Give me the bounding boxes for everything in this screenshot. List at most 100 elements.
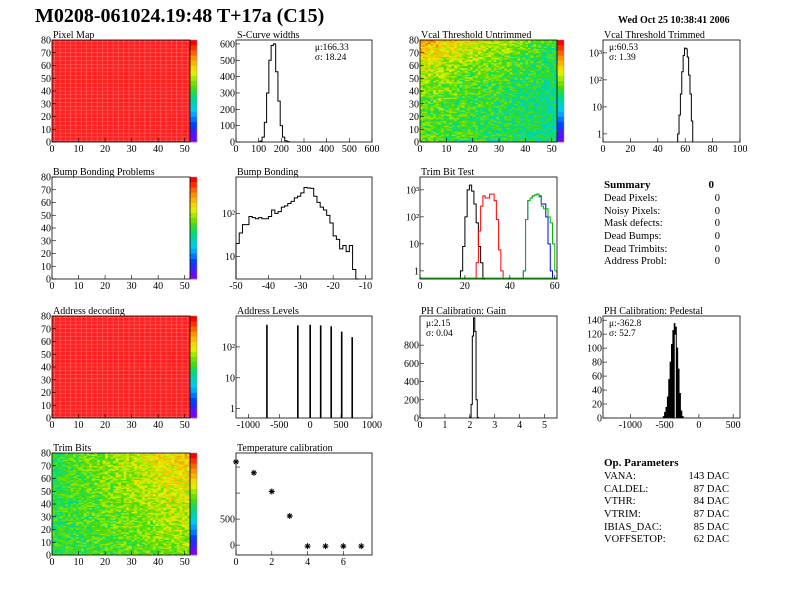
- heatmap-cell: [430, 69, 434, 71]
- heatmap-cell: [422, 73, 426, 75]
- heatmap-cell: [451, 120, 455, 122]
- heatmap-cell: [506, 138, 510, 140]
- heatmap-cell: [554, 62, 558, 65]
- heatmap-cell: [57, 514, 61, 516]
- heatmap-cell: [446, 75, 450, 78]
- heatmap-cell: [549, 108, 553, 111]
- heatmap-cell: [441, 102, 445, 105]
- heatmap-cell: [54, 474, 58, 477]
- heatmap-cell: [441, 48, 445, 51]
- heatmap-cell: [528, 117, 531, 120]
- heatmap-cell: [422, 108, 426, 111]
- heatmap-cell: [546, 55, 550, 57]
- heatmap-cell: [491, 136, 495, 139]
- heatmap-cell: [57, 516, 61, 519]
- heatmap-cell: [462, 94, 466, 97]
- heatmap-cell: [441, 45, 445, 47]
- heatmap-cell: [472, 97, 476, 99]
- heatmap-cell: [427, 66, 431, 69]
- heatmap-cell: [438, 139, 442, 142]
- heatmap-cell: [420, 121, 423, 124]
- heatmap-cell: [430, 62, 434, 65]
- heatmap-cell: [59, 470, 63, 473]
- heatmap-cell: [427, 68, 431, 70]
- heatmap-cell: [504, 66, 508, 69]
- heatmap-cell: [438, 57, 442, 60]
- heatmap-cell: [467, 108, 471, 111]
- heatmap-cell: [480, 121, 484, 124]
- heatmap-cell: [514, 115, 518, 117]
- x-tick-label: -500: [655, 420, 673, 431]
- y-tick-label: 60: [592, 372, 602, 383]
- heatmap-cell: [499, 111, 502, 113]
- heatmap-cell: [488, 68, 492, 70]
- heatmap-cell: [59, 473, 63, 475]
- heatmap-cell: [454, 42, 458, 45]
- heatmap-cell: [520, 93, 524, 96]
- heatmap-cell: [480, 139, 484, 142]
- heatmap-cell: [446, 79, 450, 82]
- heatmap-cell: [551, 131, 555, 134]
- heatmap-cell: [472, 60, 476, 62]
- heatmap-cell: [483, 64, 487, 66]
- heatmap-cell: [477, 62, 481, 65]
- heatmap-cell: [451, 46, 455, 48]
- heatmap-cell: [459, 64, 463, 66]
- heatmap-cell: [551, 91, 555, 93]
- heatmap-cell: [430, 135, 434, 138]
- heatmap-cell: [546, 87, 550, 89]
- heatmap-cell: [477, 47, 481, 50]
- heatmap-cell: [462, 64, 466, 66]
- heatmap-cell: [499, 64, 502, 66]
- heatmap-cell: [520, 57, 524, 60]
- heatmap-cell: [509, 71, 513, 74]
- heatmap-cell: [470, 64, 473, 66]
- heatmap-cell: [472, 43, 476, 46]
- heatmap-cell: [464, 46, 468, 48]
- heatmap-cell: [517, 97, 521, 99]
- heatmap-cell: [554, 47, 558, 50]
- heatmap-cell: [425, 133, 429, 135]
- heatmap-cell: [422, 139, 426, 142]
- heatmap-cell: [57, 500, 61, 502]
- heatmap-cell: [454, 106, 458, 108]
- heatmap-cell: [499, 119, 502, 121]
- heatmap-cell: [525, 71, 529, 74]
- heatmap-cell: [488, 131, 492, 134]
- heatmap-cell: [422, 96, 426, 98]
- heatmap-cell: [493, 80, 497, 83]
- heatmap-cell: [470, 93, 473, 96]
- heatmap-cell: [480, 74, 484, 76]
- heatmap-cell: [443, 43, 447, 46]
- heatmap-cell: [456, 48, 460, 51]
- heatmap-cell: [514, 78, 518, 80]
- heatmap-cell: [425, 71, 429, 74]
- heatmap-cell: [59, 500, 63, 502]
- heatmap-cell: [477, 102, 481, 105]
- heatmap-cell: [422, 68, 426, 70]
- heatmap-cell: [451, 139, 455, 142]
- heatmap-cell: [506, 91, 510, 93]
- heatmap-cell: [499, 75, 502, 78]
- heatmap-cell: [54, 525, 58, 528]
- heatmap-cell: [485, 40, 489, 42]
- heatmap-cell: [535, 112, 539, 115]
- heatmap-cell: [499, 122, 502, 125]
- heatmap-cell: [433, 125, 437, 127]
- heatmap-cell: [549, 57, 553, 60]
- heatmap-cell: [446, 119, 450, 121]
- x-tick-label: -500: [270, 420, 288, 431]
- heatmap-cell: [448, 57, 452, 60]
- heatmap-cell: [538, 73, 542, 75]
- heatmap-cell: [441, 105, 445, 107]
- heatmap-cell: [451, 107, 455, 110]
- heatmap-cell: [448, 119, 452, 121]
- heatmap-cell: [456, 84, 460, 87]
- heatmap-cell: [549, 126, 553, 129]
- heatmap-cell: [504, 116, 508, 119]
- heatmap-cell: [509, 48, 513, 51]
- heatmap-cell: [551, 108, 555, 111]
- heatmap-cell: [543, 140, 547, 143]
- heatmap-cell: [438, 55, 442, 57]
- heatmap-cell: [528, 71, 531, 74]
